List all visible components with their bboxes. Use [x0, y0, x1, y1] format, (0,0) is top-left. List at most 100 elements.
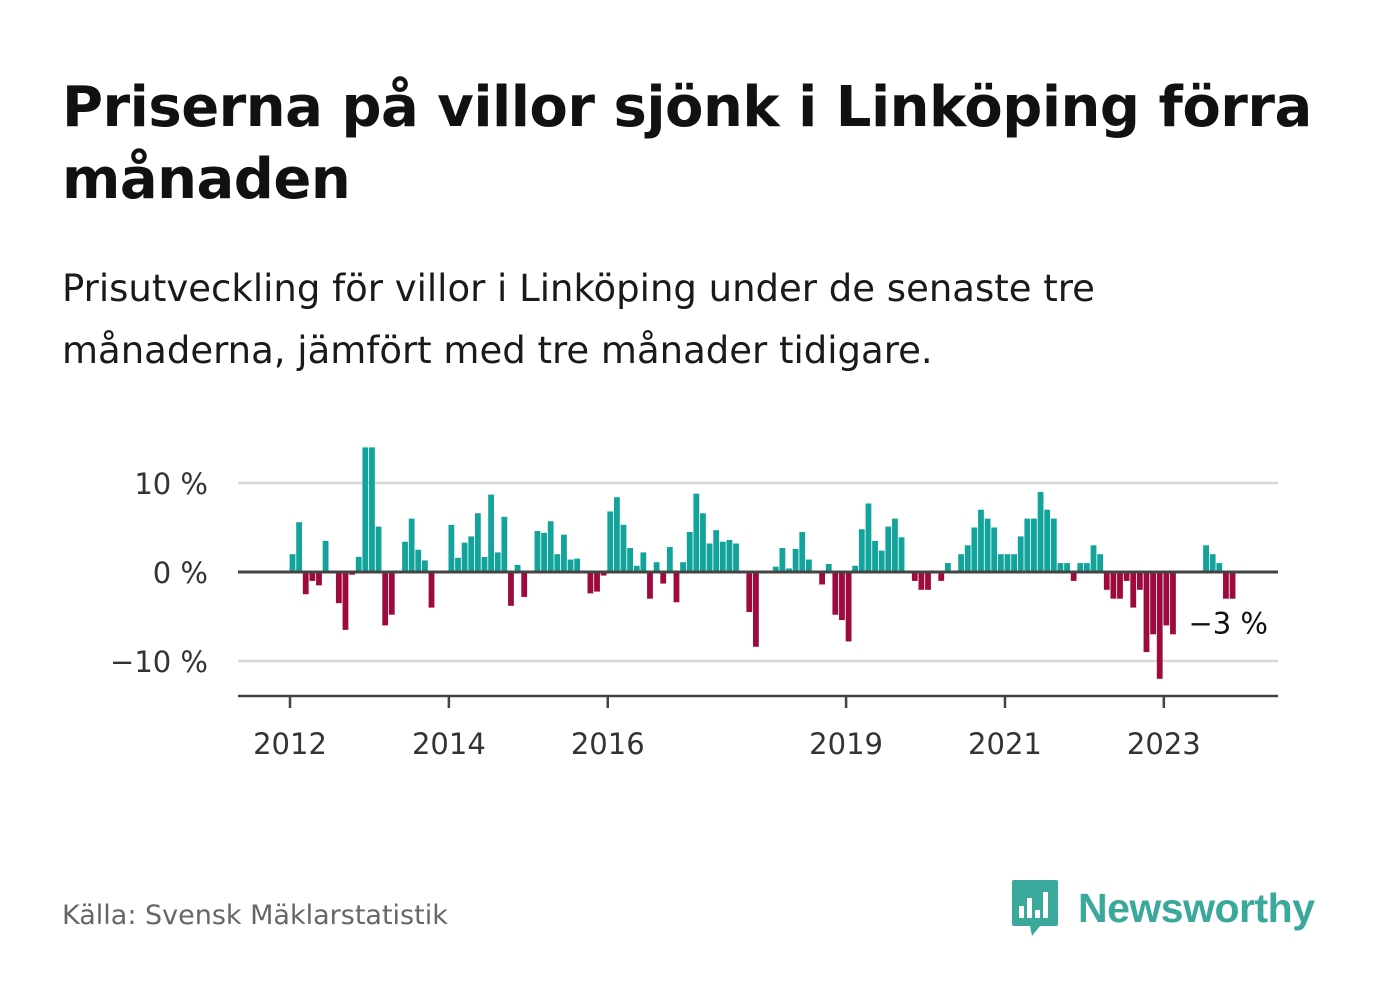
bar: [700, 513, 706, 572]
bar: [587, 572, 594, 594]
bar: [1203, 545, 1209, 572]
bar: [316, 572, 322, 586]
bar: [772, 566, 779, 572]
bar-chart-speech-bubble-icon: [1012, 880, 1058, 936]
bar: [1170, 572, 1176, 635]
bar: [1044, 509, 1051, 572]
bar: [508, 572, 514, 606]
bar: [799, 531, 806, 572]
bar: [832, 572, 839, 615]
bar: [607, 511, 614, 572]
x-tick-label: 2016: [571, 727, 645, 761]
bar: [911, 572, 918, 581]
bar: [1156, 572, 1163, 679]
bar-series: [289, 447, 1236, 679]
bar: [726, 539, 733, 572]
bar: [885, 526, 892, 572]
bar: [428, 572, 435, 608]
bar: [1209, 554, 1216, 572]
bar: [1216, 563, 1223, 572]
bar: [991, 527, 998, 572]
gridlines: [238, 481, 1278, 663]
bar: [541, 532, 547, 572]
bar: [938, 572, 945, 581]
bar: [554, 554, 561, 572]
bar: [474, 513, 481, 572]
x-tick-label: 2023: [1127, 727, 1201, 761]
axes: 10 % 0 % −10 % 2012 2014 2016 2019 2021 2023 −3 %: [110, 467, 1278, 761]
bar: [825, 563, 832, 572]
bar: [1031, 518, 1037, 572]
bar: [1123, 572, 1130, 581]
bar: [1037, 491, 1044, 572]
bar: [918, 572, 925, 590]
bar-chart: 10 % 0 % −10 % 2012 2014 2016 2019 2021 2023 −3 %: [110, 447, 1278, 761]
bar: [388, 572, 395, 615]
x-tick-label: 2014: [412, 727, 486, 761]
bar: [627, 547, 634, 572]
bar: [355, 556, 362, 572]
bar: [1229, 572, 1236, 599]
bar: [1150, 572, 1156, 635]
bar: [898, 537, 905, 572]
chart-subtitle: Prisutveckling för villor i Linköping un…: [62, 267, 1095, 372]
bar: [925, 572, 931, 590]
bar: [944, 563, 951, 572]
bar: [574, 558, 581, 572]
x-tick-label: 2019: [809, 727, 883, 761]
bar: [964, 545, 971, 572]
bar: [448, 524, 455, 572]
bar: [640, 552, 647, 572]
bar: [309, 572, 316, 581]
bar: [322, 540, 329, 572]
bar: [719, 541, 726, 572]
bar: [1097, 554, 1104, 572]
bar: [958, 554, 965, 572]
bar: [620, 524, 627, 572]
bar: [792, 548, 799, 572]
bar: [805, 559, 812, 572]
bar: [1130, 572, 1137, 608]
bar: [296, 522, 303, 572]
bar: [647, 572, 653, 599]
bar: [997, 554, 1004, 572]
brand-logo[interactable]: Newsworthy: [1010, 878, 1315, 938]
bar: [335, 572, 342, 604]
bar: [382, 572, 389, 626]
bar: [1136, 572, 1143, 590]
y-tick-label: 0 %: [153, 556, 208, 590]
bar: [653, 562, 660, 572]
bar: [819, 572, 825, 585]
bar: [984, 518, 991, 572]
bar: [858, 529, 865, 572]
bar: [375, 526, 382, 572]
bar: [1017, 536, 1024, 572]
bar: [1117, 572, 1123, 599]
bar: [693, 493, 700, 572]
x-tick-label: 2012: [253, 727, 327, 761]
bar: [289, 554, 296, 572]
bar: [666, 547, 673, 572]
page-title: Priserna på villor sjönk i Linköping för…: [62, 75, 1312, 212]
bar: [561, 534, 567, 572]
bar: [402, 541, 408, 572]
bar: [1110, 572, 1117, 599]
x-tick-label: 2021: [968, 727, 1042, 761]
bar: [1090, 545, 1097, 572]
bar: [415, 549, 422, 572]
bar: [461, 542, 468, 572]
bar: [1057, 563, 1064, 572]
bar: [845, 572, 852, 642]
bar: [713, 530, 720, 572]
bar: [481, 556, 488, 572]
y-tick-label: −10 %: [110, 645, 208, 679]
bar: [839, 572, 845, 621]
bar: [872, 540, 878, 572]
bar: [468, 536, 475, 572]
bar: [1070, 572, 1077, 581]
bar: [733, 543, 739, 572]
bar: [746, 572, 753, 613]
bar: [779, 547, 786, 572]
bar: [753, 572, 759, 647]
bar: [302, 572, 309, 595]
